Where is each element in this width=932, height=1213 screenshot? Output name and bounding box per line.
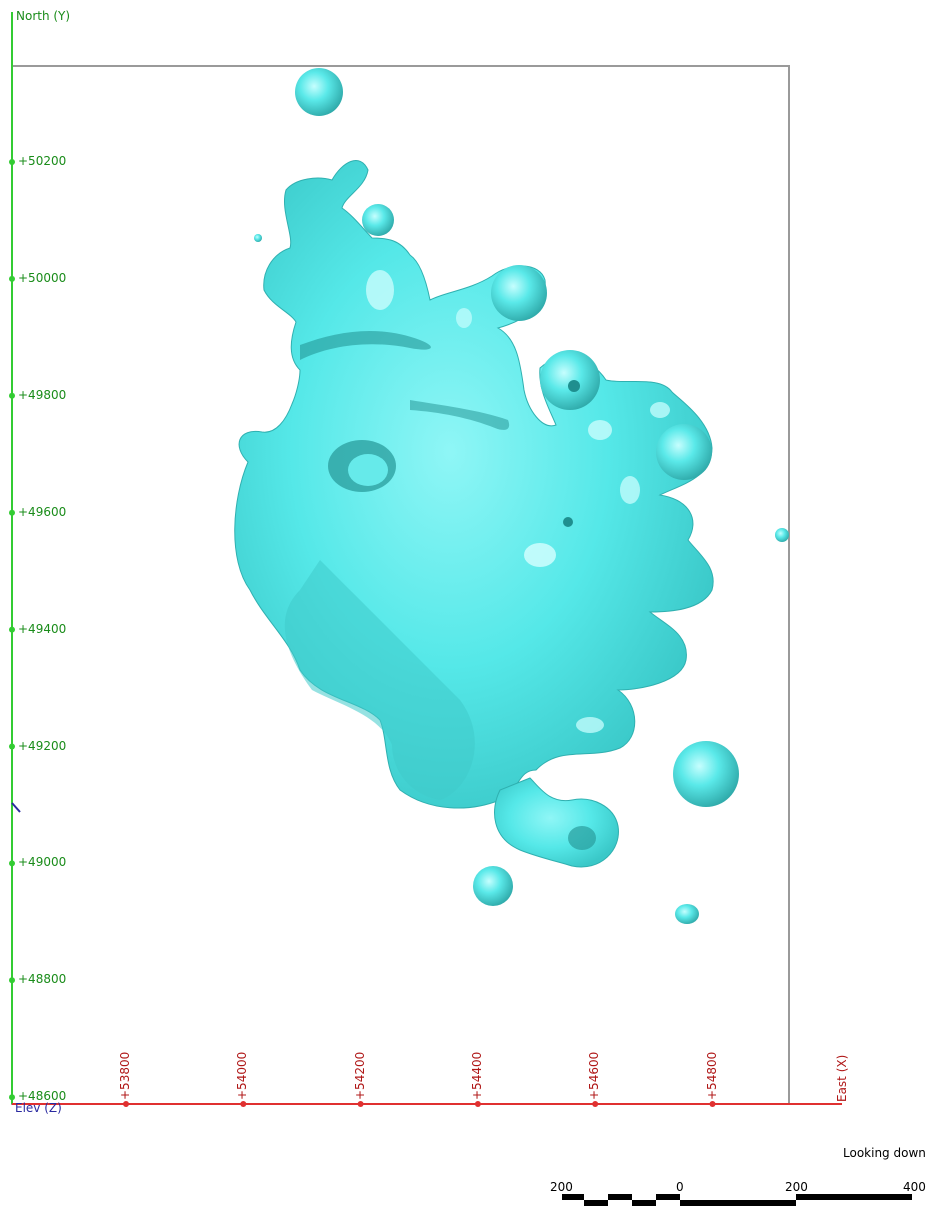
north-tick-dot	[9, 743, 15, 750]
north-tick-dot	[9, 860, 15, 867]
north-tick-label: +49600	[18, 504, 67, 519]
north-tick-dot	[9, 275, 15, 282]
east-tick-dot	[474, 1101, 481, 1107]
orebody-fold-2	[410, 400, 510, 430]
orebody-fold	[300, 330, 431, 360]
north-tick-dot	[9, 159, 15, 165]
north-tick-label: +48600	[18, 1089, 67, 1104]
orebody-cavity-inner	[348, 454, 388, 486]
scale-label: 200	[785, 1180, 808, 1194]
east-tick-dot	[709, 1101, 716, 1107]
east-tick-dot	[240, 1101, 247, 1107]
satellite-hole	[568, 380, 580, 392]
satellite-body	[656, 424, 712, 480]
satellite-body	[254, 234, 262, 242]
east-tick-label: +54200	[352, 1051, 367, 1100]
orebody-lower-lobe	[494, 777, 619, 868]
north-tick-label: +48800	[18, 972, 67, 987]
orebody-lower-cavity	[568, 826, 596, 850]
north-tick-label: +49400	[18, 621, 67, 636]
east-tick-dot	[592, 1101, 599, 1107]
orebody-highlight	[588, 420, 612, 440]
elev-axis-label: Elev (Z)	[15, 1101, 62, 1115]
north-tick-label: +49800	[18, 387, 67, 402]
north-tick-dot	[9, 977, 15, 984]
east-tick-label: +53800	[118, 1051, 132, 1100]
satellite-body	[473, 866, 513, 906]
north-tick-dot	[9, 509, 15, 516]
satellite-body	[491, 265, 547, 321]
satellite-hole	[563, 517, 573, 527]
east-tick-label: +54400	[469, 1051, 484, 1100]
north-tick-dot	[9, 626, 15, 633]
orebody-highlight	[650, 402, 670, 418]
view-direction-label: Looking down	[843, 1146, 926, 1160]
north-tick-dot	[9, 1094, 15, 1101]
satellite-body	[775, 528, 789, 542]
east-tick-label: +54600	[587, 1051, 602, 1100]
satellite-body	[295, 68, 343, 116]
orebody-highlight	[576, 717, 604, 733]
scale-label: 400	[903, 1180, 926, 1194]
satellite-body	[675, 904, 699, 924]
elev-axis-mark	[11, 802, 21, 813]
orebody-solid[interactable]	[234, 68, 789, 924]
north-tick-label: +49200	[18, 738, 67, 753]
satellite-body	[362, 204, 394, 236]
orebody-main-mass	[234, 160, 714, 809]
orebody-highlight	[524, 543, 556, 567]
north-tick-dot	[9, 392, 15, 399]
scale-label: 200	[550, 1180, 573, 1194]
east-tick-label: +54000	[235, 1051, 250, 1100]
orebody-highlight	[366, 270, 394, 310]
east-axis-label: East (X)	[835, 1054, 849, 1102]
east-tick-label: +54800	[704, 1051, 719, 1100]
satellite-body	[540, 350, 600, 410]
north-tick-label: +50200	[18, 154, 67, 168]
scale-bar	[562, 1194, 912, 1206]
north-tick-label: +50000	[18, 270, 67, 285]
satellite-body	[673, 741, 739, 807]
scale-label: 0	[676, 1180, 684, 1194]
east-tick-dot	[123, 1101, 129, 1107]
north-axis-label: North (Y)	[16, 9, 71, 23]
orebody-highlight	[620, 476, 640, 504]
orebody-shadow-lower	[284, 560, 475, 800]
orebody-highlight	[456, 308, 472, 328]
north-tick-label: +49000	[18, 855, 67, 870]
east-tick-dot	[357, 1101, 364, 1107]
